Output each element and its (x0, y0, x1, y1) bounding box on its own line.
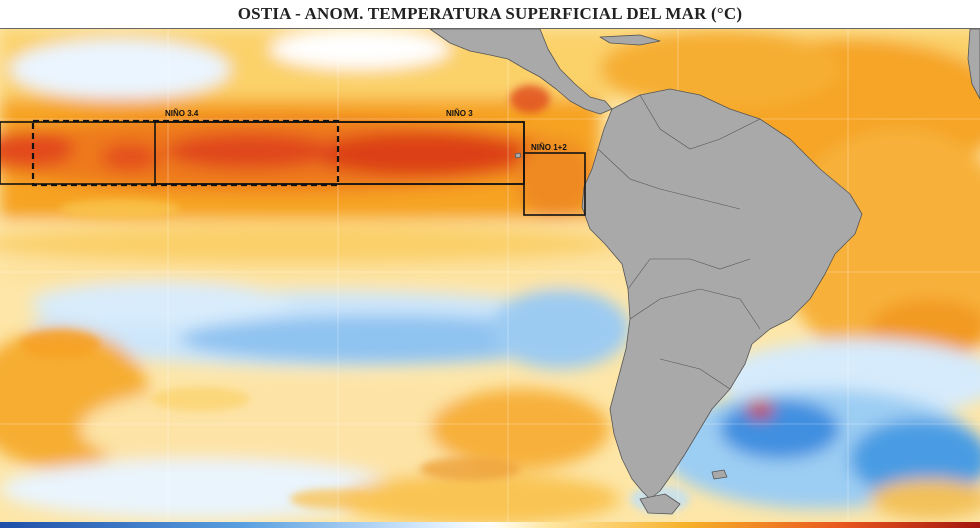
nino-1-2-label: NIÑO 1+2 (531, 143, 567, 152)
tierra-del-fuego (639, 493, 681, 515)
anomaly-field (0, 29, 980, 523)
galapagos-islands (514, 152, 522, 159)
nino-1-2-box (523, 152, 586, 216)
africa-edge (967, 29, 980, 100)
central-america (429, 29, 613, 115)
south-america (581, 88, 863, 500)
nino-3-4-label: NIÑO 3.4 (165, 109, 199, 118)
nino-regions (0, 119, 586, 216)
country-borders (597, 94, 761, 390)
falkland-islands (711, 469, 728, 480)
sst-anomaly-map: NIÑO 3.4 NIÑO 3 NIÑO 1+2 (0, 28, 980, 523)
land-masses (429, 29, 980, 515)
nino-3-label: NIÑO 3 (446, 109, 473, 118)
map-title: OSTIA - ANOM. TEMPERATURA SUPERFICIAL DE… (237, 4, 743, 23)
nino-3-4-box (31, 119, 340, 187)
caribbean-islands (599, 34, 661, 46)
color-scale-bar (0, 522, 980, 528)
